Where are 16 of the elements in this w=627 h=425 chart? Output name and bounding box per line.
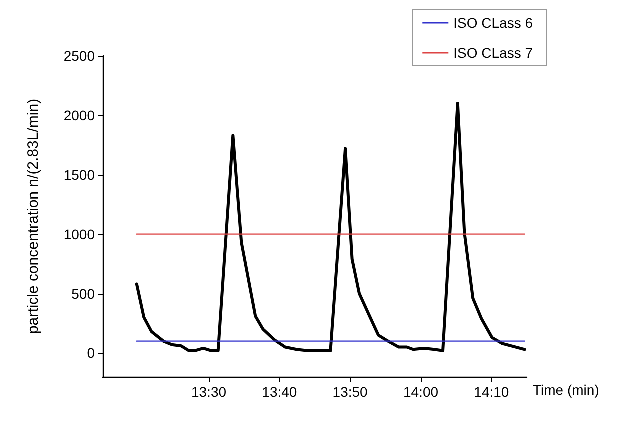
y-tick-label: 500: [72, 286, 96, 302]
line-series: [135, 102, 526, 352]
y-tick-label: 2000: [64, 107, 96, 124]
x-axis-title: Time (min): [533, 382, 600, 398]
y-tick-label: 0: [87, 345, 96, 362]
x-tick-label: 13:30: [191, 384, 227, 400]
legend-label: ISO CLass 6: [454, 15, 534, 31]
x-tick-label: 14:00: [403, 384, 439, 400]
legend-label: ISO CLass 7: [454, 45, 534, 61]
x-tick-label: 13:40: [262, 384, 298, 400]
y-tick-label: 1000: [64, 226, 96, 242]
y-tick-label: 1500: [64, 166, 96, 183]
y-axis-title: particle concentration n/(2.83L/min): [25, 98, 42, 334]
y-tick-label: 2500: [64, 48, 96, 64]
x-tick-label: 13:50: [332, 384, 368, 400]
x-tick-label: 14:10: [474, 384, 510, 400]
